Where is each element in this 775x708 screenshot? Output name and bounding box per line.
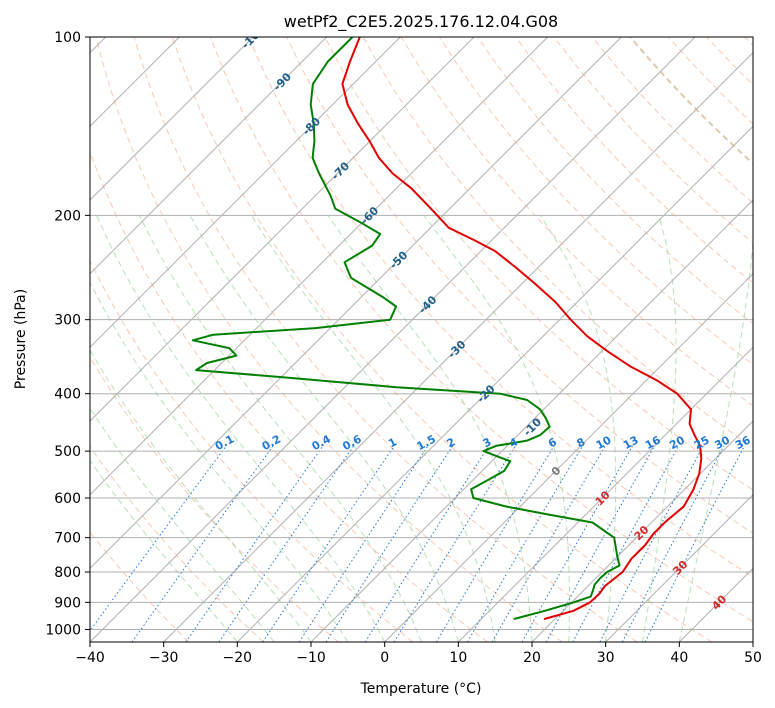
mixing-ratio-label: 13 <box>621 433 641 452</box>
y-tick-label: 300 <box>54 313 81 329</box>
x-tick-label: 50 <box>744 650 762 666</box>
mixing-ratio-line <box>364 445 490 642</box>
mixing-ratio-line <box>545 445 656 642</box>
isotherm-line <box>236 125 753 642</box>
x-tick-label: −40 <box>75 650 105 666</box>
dewpoint-profile-line <box>191 37 621 620</box>
mixing-ratio-label: 30 <box>712 433 732 452</box>
x-tick-label: −20 <box>223 650 253 666</box>
dry-adiabat-line <box>90 356 339 642</box>
x-axis-label: Temperature (°C) <box>360 681 482 697</box>
mixing-ratio-line <box>435 445 555 642</box>
y-tick-label: 500 <box>54 444 81 460</box>
dry-adiabat-line <box>90 259 414 642</box>
chart-title: wetPf2_C2E5.2025.176.12.04.G08 <box>284 12 558 32</box>
dry-adiabat-line <box>286 37 753 534</box>
dry-adiabat-line <box>95 37 563 642</box>
mixing-ratio-label: 36 <box>733 433 753 452</box>
isotherm-line <box>384 272 753 642</box>
dry-adiabat-line <box>515 37 753 284</box>
y-tick-label: 1000 <box>45 622 81 638</box>
dry-adiabat-line <box>248 37 753 578</box>
mixing-ratio-line <box>393 445 516 642</box>
y-tick-label: 900 <box>54 595 81 611</box>
mixing-ratio-label: 25 <box>692 433 712 452</box>
moist-adiabat-line <box>138 215 422 642</box>
moist-adiabat-line <box>90 349 312 642</box>
mixing-ratio-label: 10 <box>594 433 614 452</box>
x-tick-label: 40 <box>670 650 688 666</box>
y-tick-label: 200 <box>54 208 81 224</box>
mixing-ratio-line <box>467 445 584 642</box>
moist-adiabat-line <box>423 215 570 642</box>
mixing-ratio-line <box>298 445 429 642</box>
moist-adiabat-line <box>90 459 238 642</box>
isotherm-line <box>605 493 753 642</box>
moist-adiabat-line <box>251 215 496 642</box>
y-tick-label: 800 <box>54 565 81 581</box>
isotherm-line <box>457 346 753 642</box>
dry-adiabat-line <box>171 37 712 642</box>
y-tick-label: 100 <box>54 30 81 46</box>
mixing-ratio-line <box>644 445 746 642</box>
y-tick-label: 600 <box>54 491 81 507</box>
dry-adiabat-line <box>324 37 753 491</box>
moist-adiabat-line <box>90 407 275 642</box>
y-axis-ticks: 100 200 300 400 500 600 700 800 900 1000 <box>45 30 90 638</box>
moist-adiabat-line <box>327 215 533 642</box>
x-tick-label: 10 <box>449 650 467 666</box>
y-axis-label: Pressure (hPa) <box>13 289 29 389</box>
isotherm-line <box>90 37 622 570</box>
mixing-ratio-line <box>621 445 725 642</box>
y-tick-label: 700 <box>54 531 81 547</box>
x-tick-label: −30 <box>149 650 179 666</box>
mixing-ratio-line <box>262 445 395 642</box>
moist-adiabat-line <box>96 215 386 642</box>
isotherm-line <box>90 37 254 201</box>
isotherm-line <box>90 37 549 496</box>
isotherm-line <box>310 199 753 642</box>
profile-series <box>191 37 703 620</box>
temperature-profile-line <box>341 37 703 620</box>
mixing-ratio-line <box>185 445 324 642</box>
plot-frame <box>89 36 754 643</box>
moist-adiabat-line <box>642 215 677 642</box>
isotherm-line <box>163 51 753 642</box>
moist-adiabat-line <box>539 215 617 642</box>
moist-adiabat-line <box>90 281 349 642</box>
mixing-ratio-label: 20 <box>667 433 687 452</box>
moist-adiabat-line <box>189 215 459 642</box>
y-tick-label: 400 <box>54 387 81 403</box>
isotherm-line <box>90 37 475 422</box>
x-axis-ticks: −40 −30 −20 −10 0 10 20 30 40 50 <box>75 642 762 666</box>
isotherm-line <box>90 37 401 349</box>
mixing-ratio-line <box>131 445 274 642</box>
mixing-ratio-label: 16 <box>643 433 663 452</box>
isotherm-line <box>90 37 696 642</box>
mixing-ratio-line <box>218 445 355 642</box>
background-lines <box>90 37 753 642</box>
moist-adiabat-line <box>678 234 753 642</box>
dry-adiabat-line <box>90 445 264 642</box>
isotherm-line <box>90 37 328 275</box>
isotherm-line <box>531 420 753 642</box>
x-tick-label: −10 <box>296 650 326 666</box>
x-tick-label: 0 <box>380 650 389 666</box>
pressure-grid <box>90 37 753 630</box>
mixing-ratio-line <box>325 445 454 642</box>
mixing-ratio-line <box>521 445 633 642</box>
dry-adiabat-line <box>133 37 638 642</box>
dry-adiabat-line <box>210 37 753 623</box>
x-tick-label: 20 <box>523 650 541 666</box>
x-tick-label: 30 <box>597 650 615 666</box>
